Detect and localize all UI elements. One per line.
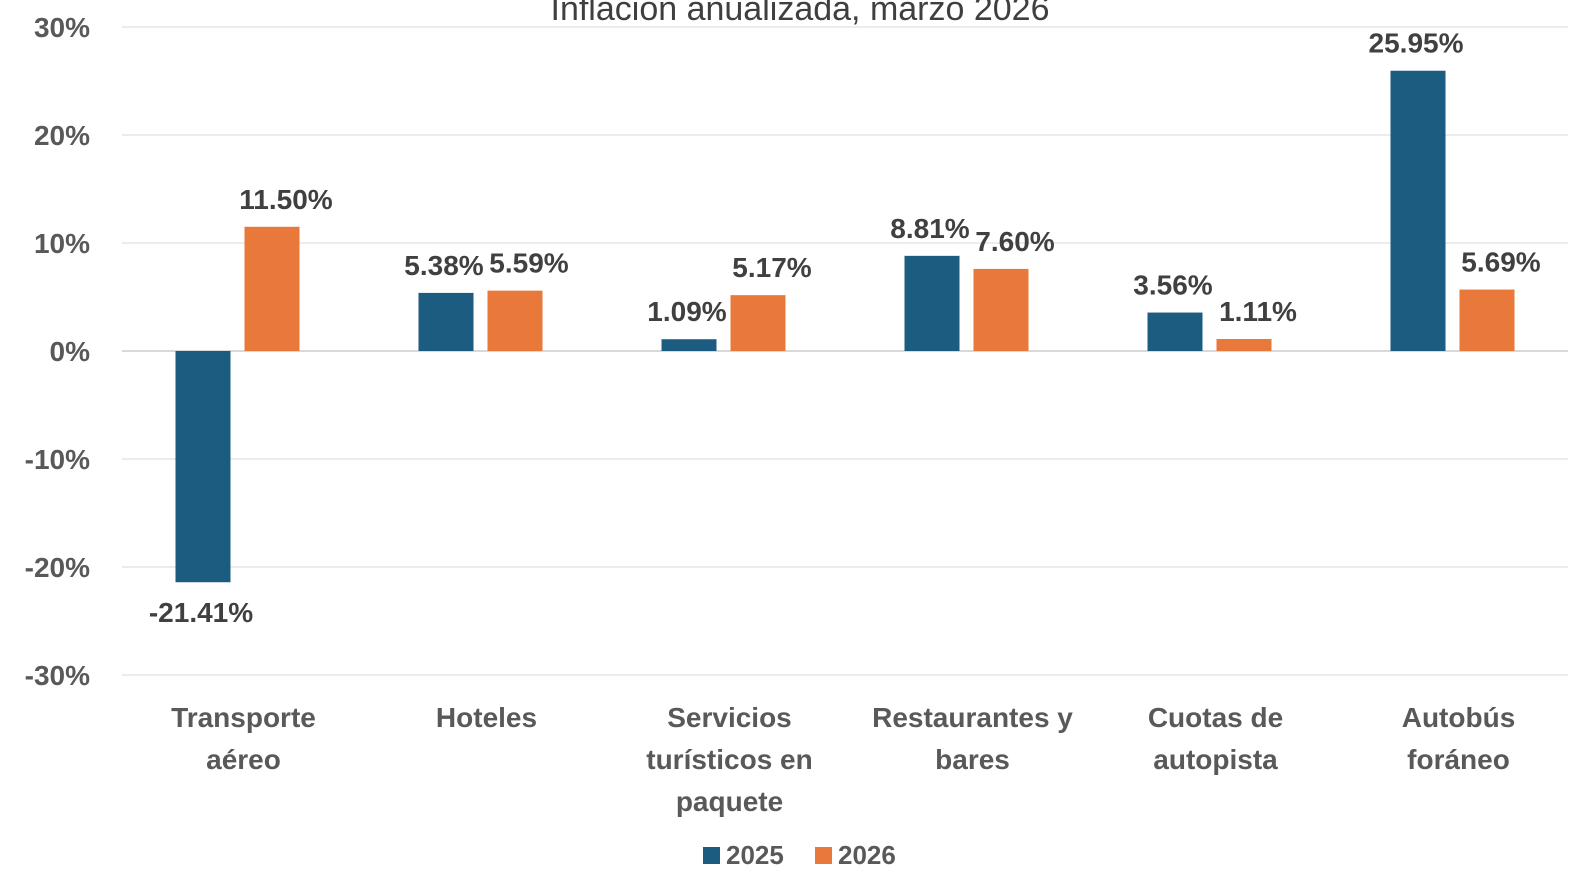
data-label-2026-4: 1.11%: [1219, 296, 1297, 327]
data-label-2026-0: 11.50%: [239, 184, 333, 215]
x-tick-label: aéreo: [206, 744, 281, 775]
y-tick-label: -10%: [25, 444, 90, 475]
legend-swatch-2026: [815, 847, 832, 864]
bar-2025-4: [1147, 312, 1203, 351]
legend: 2025 2026: [703, 840, 896, 870]
x-tick-label: Hoteles: [436, 702, 537, 733]
chart-title: Inflación anualizada, marzo 2026: [551, 0, 1050, 28]
legend-label-2025: 2025: [726, 840, 784, 870]
data-label-2025-5: 25.95%: [1369, 28, 1464, 59]
data-label-2025-2: 1.09%: [647, 296, 726, 327]
data-labels: -21.41% 11.50% 5.38% 5.59% 1.09%5.17% 8.81% 7.…: [149, 28, 1541, 628]
bar-2026-3: [973, 268, 1029, 351]
x-tick-label: bares: [935, 744, 1010, 775]
y-tick-label: 20%: [34, 120, 90, 151]
data-label-2026-2: 5.17%: [732, 252, 811, 283]
x-tick-label: Autobús: [1402, 702, 1516, 733]
y-tick-label: 10%: [34, 228, 90, 259]
data-label-2025-4: 3.56%: [1133, 270, 1212, 301]
data-label-2025-1: 5.38%: [404, 250, 483, 281]
bar-2026-5: [1459, 289, 1515, 351]
legend-swatch-2025: [703, 847, 720, 864]
x-axis: Transporte aéreo Hoteles Servicios turístico…: [171, 702, 1515, 817]
y-tick-label: 30%: [34, 12, 90, 43]
data-label-2026-5: 5.69%: [1461, 247, 1540, 278]
y-tick-label: 0%: [50, 336, 91, 367]
y-axis: 30% 20% 10% 0% -10% -20% -30%: [25, 12, 90, 691]
bar-2026-2: [730, 295, 786, 351]
x-tick-label: Transporte: [171, 702, 316, 733]
x-tick-label: paquete: [676, 786, 783, 817]
bar-2026-4: [1216, 339, 1272, 351]
data-label-2025-0: -21.41%: [149, 597, 253, 628]
gridlines: [122, 26, 1568, 676]
bar-2025-0: [175, 351, 231, 583]
bar-2025-5: [1390, 70, 1446, 352]
x-tick-label: foráneo: [1407, 744, 1510, 775]
data-label-2026-3: 7.60%: [975, 226, 1054, 257]
x-tick-label: Restaurantes y: [872, 702, 1073, 733]
y-tick-label: -20%: [25, 552, 90, 583]
x-tick-label: autopista: [1153, 744, 1278, 775]
data-label-2025-3: 8.81%: [890, 213, 969, 244]
bars: [175, 70, 1515, 583]
x-tick-label: Servicios: [667, 702, 792, 733]
x-tick-label: turísticos en: [646, 744, 812, 775]
bar-2025-3: [904, 255, 960, 351]
x-tick-label: Cuotas de: [1148, 702, 1283, 733]
bar-2026-0: [244, 226, 300, 351]
data-label-2026-1: 5.59%: [489, 248, 568, 279]
bar-2025-2: [661, 339, 717, 351]
bar-2025-1: [418, 292, 474, 351]
legend-label-2026: 2026: [838, 840, 896, 870]
y-tick-label: -30%: [25, 660, 90, 691]
bar-2026-1: [487, 290, 543, 351]
